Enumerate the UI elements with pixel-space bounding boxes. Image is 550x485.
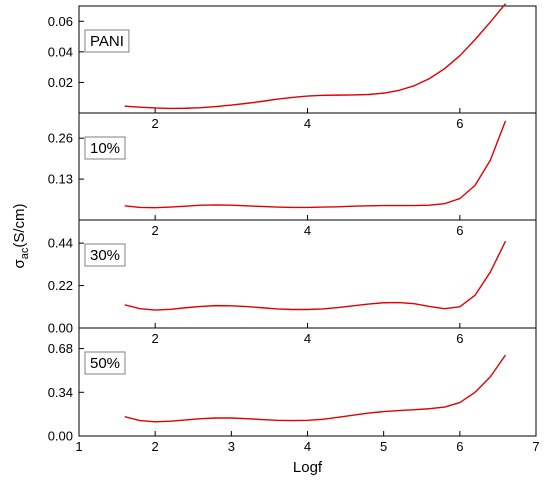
- x-tick-label: 6: [456, 223, 463, 238]
- panel-label-box: [84, 351, 126, 375]
- panel-1: 0.02 0.04 0.06 2 4 6 PANI: [48, 3, 537, 131]
- y-tick-label: 0.44: [48, 236, 73, 251]
- series-line: [124, 240, 507, 311]
- x-tick-label: 4: [304, 439, 311, 454]
- panel-2: 0.13 0.26 2 4 6 10%: [48, 112, 537, 238]
- panel-label: 50%: [90, 355, 120, 372]
- y-tick-label: 0.00: [48, 321, 73, 336]
- panel-label: 30%: [90, 247, 120, 264]
- y-tick-label: 0.22: [48, 278, 73, 293]
- panel-4: 0.00 0.34 0.68 1 2 3 4 5 6 7 50% Logf: [48, 327, 540, 476]
- x-tick-label: 6: [456, 116, 463, 131]
- y-tick-label: 0.00: [48, 429, 73, 444]
- x-tick-label: 5: [380, 439, 387, 454]
- x-tick-label: 2: [152, 439, 159, 454]
- panel-label: 10%: [90, 140, 120, 157]
- series-line: [124, 120, 507, 209]
- y-tick-label: 0.02: [48, 75, 73, 90]
- x-tick-label: 7: [532, 439, 539, 454]
- panels: 0.02 0.04 0.06 2 4 6 PANI 0.13 0.26 2 4 6 10% 0.00 0.2…: [48, 3, 540, 476]
- y-tick-label: 0.68: [48, 341, 73, 356]
- y-axis-unit: (S/cm): [11, 203, 28, 247]
- y-tick-label: 0.26: [48, 131, 73, 146]
- y-axis-title: σac(S/cm): [11, 203, 31, 268]
- y-axis-subscript: ac: [19, 247, 31, 259]
- y-tick-label: 0.13: [48, 172, 73, 187]
- x-tick-label: 6: [456, 331, 463, 346]
- x-tick-label: 2: [152, 116, 159, 131]
- x-tick-label: 2: [152, 223, 159, 238]
- y-tick-label: 0.06: [48, 14, 73, 29]
- x-tick-label: 1: [75, 439, 82, 454]
- x-tick-label: 6: [456, 439, 463, 454]
- y-tick-label: 0.34: [48, 385, 73, 400]
- x-tick-label: 4: [304, 116, 311, 131]
- x-axis-title: Logf: [293, 459, 323, 476]
- panel-label-box: [84, 29, 130, 53]
- series-line: [124, 3, 507, 110]
- y-tick-label: 0.04: [48, 44, 73, 59]
- x-tick-label: 2: [152, 331, 159, 346]
- x-tick-label: 4: [304, 331, 311, 346]
- plot-frame: [78, 5, 537, 114]
- panel-label: PANI: [90, 33, 124, 50]
- panel-label-box: [84, 136, 126, 160]
- x-tick-label: 4: [304, 223, 311, 238]
- series-line: [124, 354, 507, 423]
- x-tick-label: 3: [228, 439, 235, 454]
- panel-3: 0.00 0.22 0.44 2 4 6 30%: [48, 219, 537, 346]
- y-axis-symbol: σ: [11, 259, 28, 269]
- panel-label-box: [84, 243, 126, 267]
